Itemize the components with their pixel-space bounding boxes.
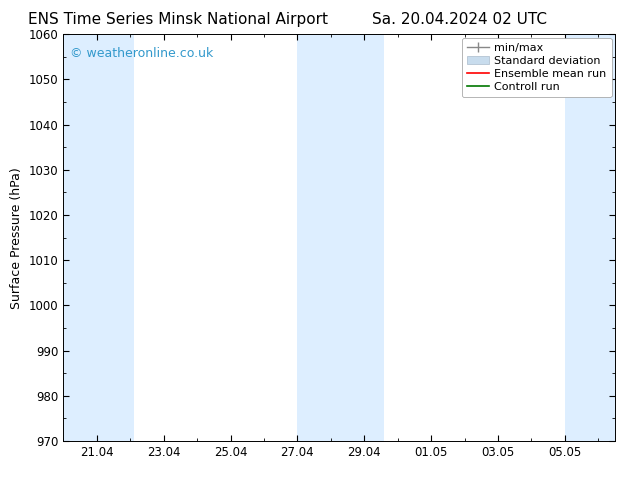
Text: ENS Time Series Minsk National Airport: ENS Time Series Minsk National Airport — [27, 12, 328, 27]
Bar — [565, 34, 615, 441]
Legend: min/max, Standard deviation, Ensemble mean run, Controll run: min/max, Standard deviation, Ensemble me… — [462, 38, 612, 97]
Bar — [297, 34, 384, 441]
Bar — [63, 34, 134, 441]
Y-axis label: Surface Pressure (hPa): Surface Pressure (hPa) — [10, 167, 23, 309]
Text: © weatheronline.co.uk: © weatheronline.co.uk — [70, 47, 213, 59]
Text: Sa. 20.04.2024 02 UTC: Sa. 20.04.2024 02 UTC — [372, 12, 547, 27]
